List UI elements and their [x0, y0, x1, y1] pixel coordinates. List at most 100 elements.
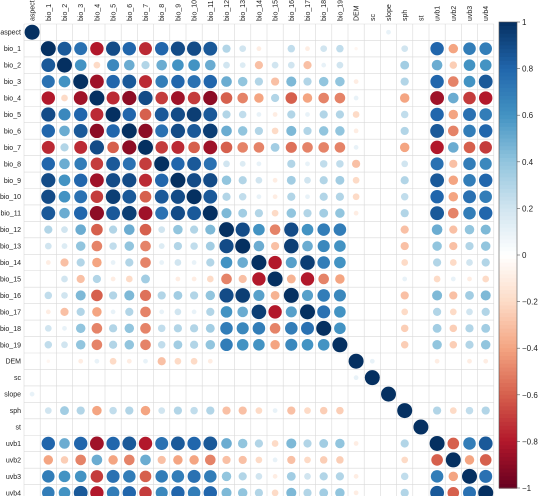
corr-circle-bio_4-bio_19 [334, 92, 346, 104]
corr-circle-bio_7-bio_4 [89, 140, 105, 155]
corr-circle-bio_12-uvb3 [464, 224, 475, 235]
corr-circle-bio_16-bio_13 [235, 288, 251, 303]
corr-circle-sph-sph [397, 403, 413, 419]
corr-circle-bio_5-bio_8 [154, 107, 169, 122]
corr-circle-bio_10-bio_1 [41, 189, 56, 204]
corr-circle-bio_19-bio_16 [285, 338, 298, 351]
corr-circle-bio_5-bio_10 [186, 107, 202, 122]
corr-circle-bio_11-bio_15 [271, 209, 279, 217]
corr-circle-DEM-uvb1 [434, 358, 440, 364]
corr-circle-bio_4-bio_10 [187, 91, 201, 105]
corr-circle-bio_5-DEM [352, 111, 360, 118]
colorbar-segment [499, 476, 517, 481]
corr-circle-bio_2-bio_12 [223, 61, 230, 69]
colorbar-segment [499, 445, 517, 450]
colorbar-segment [499, 25, 517, 31]
corr-circle-bio_4-uvb3 [463, 91, 476, 105]
corr-circle-bio_6-uvb3 [463, 124, 476, 138]
corr-circle-uvb1-bio_19 [335, 438, 345, 449]
corr-circle-bio_1-bio_6 [122, 41, 137, 56]
corr-circle-bio_8-bio_13 [239, 160, 246, 167]
corr-circle-bio_13-bio_10 [190, 242, 198, 250]
corr-circle-sph-bio_13 [238, 406, 247, 415]
corr-circle-uvb2-uvb4 [479, 454, 492, 466]
colorbar-segment [499, 406, 517, 411]
row-label: bio_2 [4, 63, 21, 70]
corr-circle-bio_14-bio_10 [191, 260, 197, 265]
corr-circle-bio_13-uvb4 [480, 241, 491, 251]
corr-circle-bio_18-bio_6 [124, 323, 135, 334]
corr-circle-bio_14-bio_1 [45, 260, 51, 265]
colorbar-segment [499, 398, 517, 404]
col-label: sc [370, 14, 377, 22]
col-label: bio_2 [62, 4, 69, 21]
corr-circle-bio_15-bio_19 [335, 274, 345, 284]
corr-circle-bio_7-bio_17 [302, 142, 313, 153]
corr-circle-bio_5-bio_11 [203, 107, 218, 122]
corr-circle-DEM-bio_8 [157, 357, 166, 366]
colorbar-segment [499, 251, 517, 256]
corr-circle-uvb3-bio_7 [139, 470, 152, 483]
corr-circle-bio_14-uvb3 [466, 259, 473, 266]
corr-circle-bio_17-bio_14 [251, 304, 267, 320]
corr-circle-bio_3-bio_2 [58, 75, 71, 88]
corr-circle-uvb1-bio_4 [89, 436, 104, 451]
corr-circle-bio_13-bio_13 [235, 238, 251, 254]
corr-circle-bio_18-bio_15 [269, 323, 281, 334]
corr-circle-bio_19-bio_3 [75, 340, 86, 350]
corr-circle-bio_6-bio_14 [254, 126, 264, 136]
corr-circle-uvb3-bio_8 [155, 470, 168, 483]
corr-circle-sph-bio_6 [125, 406, 134, 415]
corr-circle-bio_16-bio_10 [189, 291, 199, 300]
colorbar-segment [499, 119, 517, 124]
corr-circle-uvb3-bio_13 [238, 472, 247, 481]
corr-circle-bio_8-bio_10 [187, 156, 202, 171]
corr-circle-bio_13-bio_4 [91, 240, 103, 252]
column-labels: aspect bio_1 bio_2 bio_3 bio_4 bio_5 bio_6 bio_… [30, 0, 491, 21]
corr-circle-bio_19-bio_13 [236, 338, 249, 351]
corr-circle-uvb1-bio_10 [187, 436, 201, 451]
corr-circle-bio_11-bio_16 [286, 208, 297, 218]
corr-circle-bio_14-bio_17 [300, 255, 315, 270]
corr-circle-bio_6-bio_16 [286, 125, 297, 136]
colorbar-segment [499, 394, 517, 400]
colorbar-segment [499, 185, 517, 190]
corr-circle-bio_16-sph [400, 291, 409, 300]
corr-circle-bio_2-bio_16 [287, 61, 295, 69]
corr-circle-slope-aspect [29, 391, 35, 397]
corr-circle-bio_4-bio_5 [106, 91, 120, 105]
colorbar-segment [499, 359, 517, 365]
colorbar-segment [499, 383, 517, 388]
colorbar-segment [499, 200, 517, 206]
col-label: bio_6 [127, 4, 134, 21]
corr-circle-bio_1-bio_13 [239, 45, 247, 53]
corr-circle-uvb1-bio_15 [271, 440, 279, 447]
corr-circle-bio_9-bio_6 [122, 173, 137, 188]
colorbar-segment [499, 313, 517, 318]
corr-circle-st-st [413, 419, 429, 435]
colorbar-segment [499, 336, 517, 342]
colorbar-segment [499, 414, 517, 419]
corr-circle-uvb4-uvb2 [447, 487, 460, 496]
corr-circle-uvb2-bio_8 [157, 455, 166, 465]
corr-circle-bio_9-bio_9 [170, 172, 186, 188]
corr-circle-bio_9-bio_11 [203, 173, 218, 188]
corr-circle-bio_6-bio_18 [318, 126, 329, 136]
row-label: bio_9 [4, 178, 21, 185]
corr-circle-sph-bio_19 [336, 406, 344, 415]
corr-circle-bio_3-bio_8 [155, 75, 168, 88]
corr-circle-bio_14-bio_5 [110, 260, 116, 265]
col-label: aspect [30, 0, 37, 21]
corr-circle-bio_8-bio_18 [319, 160, 328, 168]
colorbar-segment [499, 231, 517, 237]
corr-circle-uvb1-bio_8 [155, 436, 169, 450]
corr-circle-uvb3-bio_5 [106, 469, 120, 483]
colorbar-tick-label: 0.2 [522, 204, 534, 213]
corr-circle-sph-bio_17 [304, 407, 311, 414]
corr-circle-bio_5-bio_14 [256, 112, 262, 117]
corr-circle-bio_8-uvb4 [479, 157, 492, 170]
colorbar-segment [499, 95, 517, 101]
corr-circle-bio_7-bio_13 [237, 142, 249, 153]
corr-circle-bio_1-bio_5 [105, 41, 121, 56]
col-label: uvb3 [467, 6, 474, 21]
